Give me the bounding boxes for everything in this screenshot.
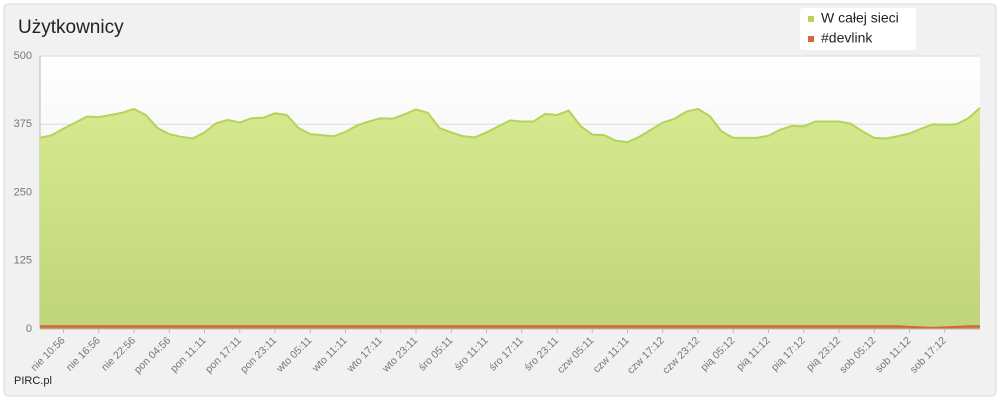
line [39, 107, 981, 144]
y-tick-label: 500 [14, 50, 32, 62]
y-tick-label: 0 [26, 323, 32, 335]
y-tick-label: 375 [14, 118, 32, 130]
footer: PIRC.pl [14, 375, 52, 387]
line [40, 325, 980, 329]
y-tick-label: 125 [14, 255, 32, 267]
y-tick-label: 250 [14, 186, 32, 198]
area [40, 107, 980, 330]
legend-swatch [808, 36, 814, 42]
legend-swatch [808, 16, 814, 22]
chart-title: Użytkownicy [18, 17, 124, 38]
legend-label: #devlink [821, 30, 873, 46]
legend [800, 8, 916, 50]
legend-label: W całej sieci [821, 10, 899, 26]
